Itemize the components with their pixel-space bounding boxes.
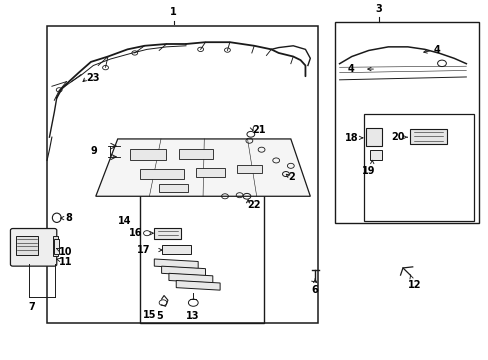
Text: 17: 17 [137, 245, 151, 255]
Bar [53, 237, 58, 256]
Text: 10: 10 [59, 247, 73, 257]
Text: 9: 9 [90, 147, 97, 157]
Bar [369, 150, 382, 161]
Text: 6: 6 [311, 285, 318, 295]
Bar [409, 129, 446, 144]
Bar [366, 128, 381, 146]
Polygon shape [168, 273, 212, 283]
Polygon shape [161, 266, 205, 276]
Bar [363, 114, 473, 221]
Bar [154, 228, 181, 239]
Bar [161, 245, 190, 253]
Bar [130, 149, 166, 161]
Text: 5: 5 [156, 311, 162, 320]
Text: 8: 8 [65, 213, 72, 223]
Text: 2: 2 [288, 172, 295, 181]
Bar [140, 169, 183, 179]
Polygon shape [176, 280, 220, 290]
Bar [16, 236, 38, 255]
Bar [140, 191, 264, 324]
Text: 13: 13 [185, 311, 199, 320]
Text: 4: 4 [433, 45, 440, 55]
Text: 7: 7 [28, 302, 35, 312]
Polygon shape [154, 259, 198, 269]
Text: 20: 20 [390, 132, 404, 142]
Bar [54, 239, 59, 253]
Text: 15: 15 [143, 310, 156, 320]
Text: 3: 3 [374, 4, 381, 14]
Text: 23: 23 [86, 73, 100, 83]
Text: 4: 4 [347, 64, 353, 74]
Polygon shape [96, 139, 310, 196]
Text: 14: 14 [118, 216, 131, 226]
Text: 16: 16 [128, 228, 142, 238]
Text: 12: 12 [407, 280, 421, 290]
FancyBboxPatch shape [10, 229, 57, 266]
Text: 18: 18 [344, 133, 357, 143]
Text: 21: 21 [251, 125, 265, 135]
Bar [334, 22, 478, 223]
Text: 19: 19 [361, 166, 375, 176]
Bar [178, 149, 212, 159]
Text: 22: 22 [246, 200, 260, 210]
Bar [237, 165, 261, 173]
Bar [195, 168, 224, 177]
Text: 11: 11 [59, 257, 73, 267]
Bar [47, 26, 317, 324]
Text: 1: 1 [170, 7, 177, 17]
Bar [159, 184, 188, 192]
